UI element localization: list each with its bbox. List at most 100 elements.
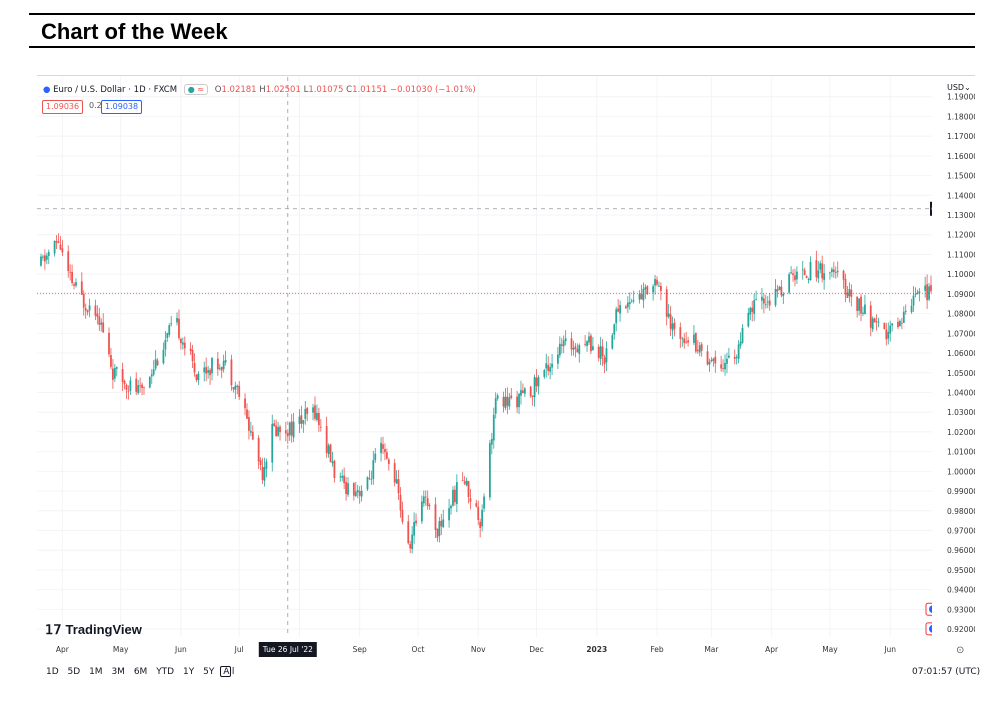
candle-body — [475, 503, 478, 507]
candle-body — [805, 276, 808, 279]
candle-body — [928, 286, 930, 300]
x-tick-label: 2023 — [586, 645, 607, 654]
candle-body — [411, 534, 414, 550]
range-3m-button[interactable]: 3M — [111, 667, 125, 677]
sell-button[interactable]: 1.09036 — [42, 100, 84, 114]
range-ytd-button[interactable]: YTD — [156, 667, 175, 677]
candle-body — [632, 300, 635, 302]
x-tick-label: May — [113, 645, 129, 654]
change-value: −0.01030 (−1.01%) — [389, 85, 476, 95]
candle-body — [393, 463, 396, 483]
candle-body — [747, 312, 750, 327]
candle-body — [290, 421, 293, 436]
candle-body — [249, 430, 252, 433]
candle-body — [372, 460, 375, 479]
candle-body — [625, 306, 627, 309]
candle-body — [271, 423, 274, 463]
candle-body — [141, 384, 143, 389]
candle-body — [496, 395, 499, 399]
calendar-icon[interactable] — [220, 666, 231, 677]
range-5y-button[interactable]: 5Y — [203, 667, 215, 677]
candle-body — [891, 323, 894, 326]
candle-body — [80, 281, 83, 295]
candle-body — [638, 294, 641, 300]
candle-body — [615, 309, 618, 324]
candle-body — [181, 342, 184, 345]
x-tick-label: May — [822, 645, 838, 654]
utc-clock[interactable]: 07:01:57 (UTC) — [912, 667, 981, 677]
candle-body — [382, 444, 384, 449]
candle-body — [545, 363, 548, 369]
candle-body — [562, 340, 565, 347]
buy-button[interactable]: 1.09038 — [101, 100, 143, 114]
candle-body — [904, 310, 907, 312]
candle-body — [75, 282, 77, 286]
candle-body — [224, 359, 227, 363]
candle-body — [871, 318, 874, 330]
candle-body — [918, 291, 921, 294]
candle-body — [875, 321, 878, 322]
symbol-title[interactable]: Euro / U.S. Dollar · 1D · FXCM — [53, 85, 178, 95]
candle-body — [407, 521, 410, 544]
candle-body — [317, 413, 320, 426]
candle-body — [345, 481, 347, 495]
range-1m-button[interactable]: 1M — [89, 667, 103, 677]
candle-body — [576, 348, 579, 353]
price-chart[interactable]: 1.0903413:58:03Tue 26 Jul '221.13317 0.9… — [37, 77, 975, 659]
candle-body — [516, 396, 518, 408]
range-5d-button[interactable]: 5D — [67, 667, 81, 677]
candle-body — [127, 391, 130, 393]
candle-body — [735, 356, 738, 358]
candle-body — [275, 425, 278, 437]
header-title: Chart of the Week — [41, 19, 228, 44]
candle-body — [43, 255, 46, 262]
candle-body — [360, 490, 363, 497]
y-tick-label: 1.09000 — [947, 290, 975, 299]
candle-body — [154, 359, 157, 369]
candle-body — [312, 407, 314, 413]
candle-body — [448, 508, 450, 521]
y-tick-label: 1.16000 — [947, 152, 975, 161]
market-status-icon[interactable]: ● ≈ — [183, 84, 209, 95]
candle-body — [873, 318, 876, 323]
range-6m-button[interactable]: 6M — [133, 667, 148, 677]
range-1y-button[interactable]: 1Y — [183, 667, 195, 677]
candle-body — [654, 279, 656, 286]
candle-body — [176, 317, 178, 323]
candle-body — [877, 322, 880, 323]
y-tick-label: 1.19000 — [947, 93, 975, 102]
candle-body — [848, 289, 851, 297]
range-all-button[interactable]: All — [223, 667, 235, 677]
candle-body — [733, 357, 736, 359]
candle-body — [560, 344, 563, 346]
candle-body — [438, 521, 441, 536]
candle-body — [494, 398, 497, 414]
time-axis[interactable]: Apr May Jun Jul Sep Oct Nov Dec 2023 Feb Mar Apr May… — [56, 645, 896, 654]
candle-body — [696, 349, 699, 352]
candle-body — [821, 263, 824, 279]
axis-settings-icon[interactable]: ⊙ — [956, 645, 965, 656]
price-axis[interactable]: 0.92000 0.93000 0.94000 0.95000 0.96000 0.970… — [932, 77, 975, 659]
candle-body — [755, 299, 758, 301]
candle-body — [766, 301, 769, 303]
currency-selector[interactable]: USD⌄ — [947, 83, 971, 92]
range-1d-button[interactable]: 1D — [46, 667, 59, 677]
candle-body — [45, 255, 48, 260]
candle-body — [397, 479, 400, 494]
candle-body — [844, 279, 847, 295]
candle-body — [238, 385, 241, 397]
candle-body — [170, 323, 173, 325]
x-tick-label: Sep — [353, 645, 367, 654]
candle-body — [778, 286, 781, 291]
y-tick-label: 0.99000 — [947, 487, 975, 496]
candle-body — [574, 346, 577, 349]
candle-body — [829, 272, 831, 274]
candle-body — [469, 498, 472, 502]
candle-body — [316, 412, 318, 420]
candle-body — [197, 373, 200, 381]
candle-body — [605, 348, 608, 363]
candle-body — [899, 320, 901, 327]
candle-body — [370, 479, 373, 481]
y-tick-label: 1.06000 — [947, 349, 975, 358]
candle-body — [529, 386, 532, 397]
